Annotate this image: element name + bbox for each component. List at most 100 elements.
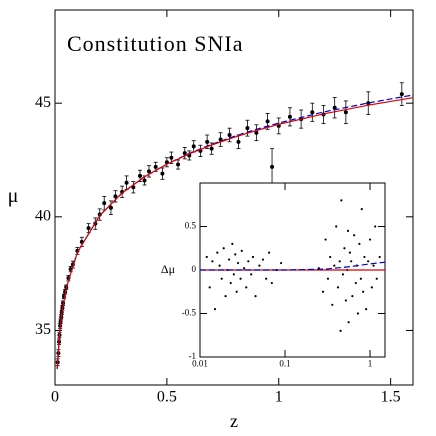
data-point <box>213 308 217 311</box>
data-point <box>254 295 257 298</box>
data-point <box>344 299 347 302</box>
data-point <box>97 212 102 217</box>
data-point <box>356 312 360 315</box>
data-point <box>375 277 378 280</box>
data-point <box>124 180 129 185</box>
x-tick-label: 1 <box>275 388 283 405</box>
x-tick-label: 0 <box>51 388 59 405</box>
y-axis-label: Δμ <box>161 262 175 276</box>
x-tick-label: 1 <box>368 358 373 368</box>
data-point <box>240 249 243 252</box>
data-point <box>268 251 271 254</box>
data-point <box>350 260 353 263</box>
data-point <box>359 277 362 280</box>
data-point <box>363 255 366 259</box>
data-point <box>245 126 250 131</box>
data-point <box>208 286 211 289</box>
data-point <box>343 247 346 250</box>
x-tick-label: 1.5 <box>381 388 401 405</box>
data-point <box>235 290 238 293</box>
data-point <box>287 114 292 119</box>
data-point <box>236 139 241 144</box>
data-point <box>358 242 361 245</box>
y-tick-label: 0 <box>192 264 197 274</box>
data-point <box>347 321 350 324</box>
data-point <box>153 164 158 169</box>
data-point <box>247 260 250 263</box>
data-point <box>333 264 336 267</box>
data-point <box>374 225 377 228</box>
data-point <box>362 290 365 293</box>
data-point <box>331 303 334 306</box>
x-tick-label: 0.01 <box>192 358 208 368</box>
data-point <box>236 261 240 265</box>
data-point <box>368 238 372 241</box>
data-point <box>335 225 338 228</box>
data-point <box>222 247 225 250</box>
data-point <box>211 260 214 263</box>
y-tick-label: 35 <box>35 321 51 338</box>
data-point <box>229 281 232 285</box>
y-tick-label: 45 <box>35 94 51 111</box>
data-point <box>209 146 214 151</box>
data-point <box>205 255 208 259</box>
data-point <box>239 277 242 280</box>
data-point <box>372 264 375 267</box>
data-point <box>228 258 231 261</box>
data-point <box>360 208 363 211</box>
x-tick-label: 0.5 <box>157 388 177 405</box>
data-point <box>245 286 248 289</box>
data-point <box>367 260 370 263</box>
data-point <box>218 264 221 267</box>
data-point <box>142 178 147 183</box>
data-point <box>254 130 259 135</box>
data-point <box>341 273 345 276</box>
data-point <box>348 251 352 254</box>
data-point <box>182 151 187 156</box>
data-point <box>160 171 165 176</box>
data-point <box>270 164 275 169</box>
data-point <box>321 290 325 293</box>
data-point <box>329 255 332 259</box>
data-point <box>113 194 118 199</box>
data-point <box>270 281 273 285</box>
data-point <box>227 133 232 137</box>
data-point <box>336 286 340 289</box>
data-point <box>354 281 357 285</box>
model-curve <box>200 261 386 271</box>
data-point <box>250 273 253 276</box>
data-point <box>310 110 315 115</box>
data-point <box>169 155 174 160</box>
data-point <box>265 119 270 124</box>
data-point <box>280 261 283 265</box>
data-point <box>332 105 337 110</box>
data-point <box>205 139 210 144</box>
data-point <box>191 144 196 149</box>
model-curve <box>56 97 414 369</box>
data-point <box>146 169 151 174</box>
data-point <box>343 110 348 115</box>
y-tick-label: -1 <box>189 351 197 361</box>
y-tick-label: 0.5 <box>185 221 197 231</box>
data-point <box>324 238 327 241</box>
y-axis-label: μ <box>8 185 19 207</box>
data-point <box>351 295 354 298</box>
annotation: Constitution SNIa <box>67 31 244 56</box>
data-point <box>378 255 381 259</box>
data-point <box>265 277 268 280</box>
data-point <box>176 162 181 167</box>
data-point <box>346 229 350 232</box>
x-axis-label: z <box>230 411 238 431</box>
x-tick-label: 0.1 <box>279 358 290 368</box>
data-point <box>338 260 341 263</box>
data-point <box>399 92 404 97</box>
data-point <box>326 277 330 280</box>
data-point <box>86 226 91 231</box>
data-point <box>216 251 219 254</box>
data-point <box>251 255 255 259</box>
data-point <box>108 205 113 210</box>
data-point <box>224 295 227 298</box>
data-point <box>234 253 237 256</box>
data-point <box>365 308 368 311</box>
